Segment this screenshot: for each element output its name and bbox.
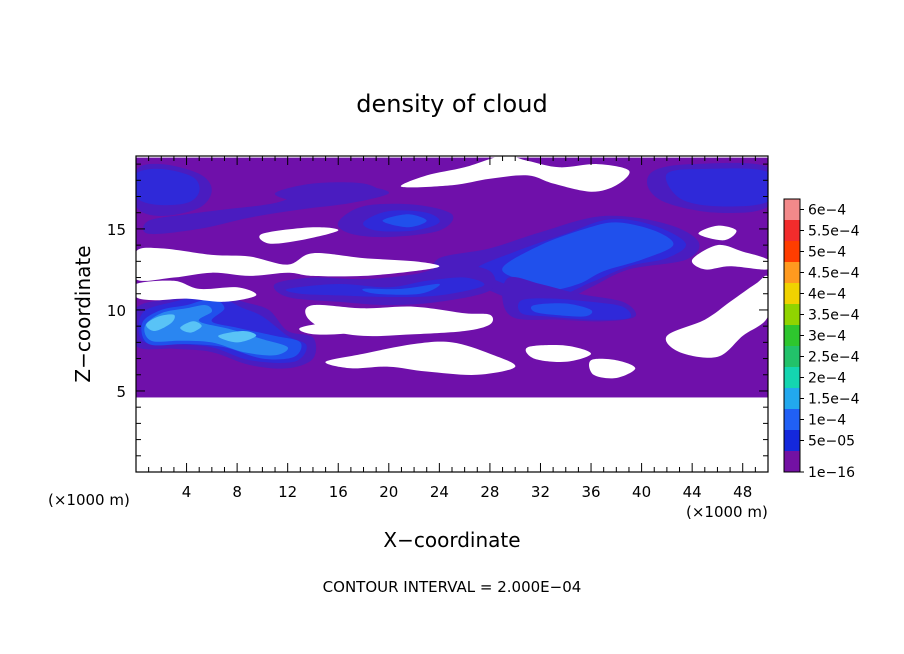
x-unit-right: (×1000 m): [686, 503, 768, 521]
colorbar-label: 4.5e−4: [808, 266, 860, 282]
y-tick-label: 15: [107, 221, 126, 239]
density-region-l3-17: [362, 283, 440, 295]
plot-area: [136, 156, 768, 472]
colorbar-swatch: [784, 199, 800, 221]
x-tick-label: 16: [329, 483, 348, 501]
colorbar-label: 2e−4: [808, 371, 846, 387]
colorbar-label: 3e−4: [808, 329, 846, 345]
y-tick-label: 10: [107, 302, 126, 320]
x-axis-ticks: 4 8 12 16 20 24 28 32 36 40 44 48: [135, 156, 769, 501]
colorbar-label: 6e−4: [808, 203, 846, 219]
density-region-l5-22: [146, 314, 175, 332]
x-tick-label: 40: [632, 483, 651, 501]
clear-region-10: [259, 227, 339, 244]
colorbar-label: 5e−4: [808, 245, 846, 261]
colorbar-swatch: [784, 430, 800, 452]
x-tick-label: 20: [379, 483, 398, 501]
density-region-l2-1: [136, 168, 200, 206]
density-region-l4-21: [144, 305, 289, 356]
x-tick-label: 12: [278, 483, 297, 501]
x-tick-label: 44: [683, 483, 702, 501]
colorbar-swatch: [784, 388, 800, 410]
colorbar: 6e−4 5.5e−4 5e−4 4.5e−4 4e−4 3.5e−4 3e−4 2.5e−4…: [783, 198, 860, 481]
colorbar-label: 4e−4: [808, 287, 846, 303]
clear-region-8: [698, 225, 737, 241]
colorbar-label: 1e−4: [808, 413, 846, 429]
density-region-l1-5: [274, 182, 383, 202]
clear-sky-regions: [136, 156, 768, 379]
clear-region-11: [299, 320, 364, 335]
chart-title: density of cloud: [356, 90, 547, 118]
colorbar-swatch: [784, 451, 800, 473]
contour-interval-note: CONTOUR INTERVAL = 2.000E−04: [323, 578, 582, 596]
colorbar-swatch: [784, 346, 800, 368]
clear-region-3: [325, 341, 516, 375]
x-axis-label: X−coordinate: [383, 528, 520, 552]
clear-region-4: [525, 345, 591, 363]
clear-region-5: [589, 358, 636, 379]
density-region-l3-14: [530, 303, 593, 317]
colorbar-swatch: [784, 241, 800, 263]
density-region-l3-11: [502, 222, 674, 291]
colorbar-label: 5.5e−4: [808, 224, 860, 240]
x-tick-label: 32: [531, 483, 550, 501]
density-region-l3-8: [382, 214, 427, 228]
density-region-l5-24: [218, 331, 257, 343]
clear-region-0: [136, 247, 440, 281]
colorbar-label: 1e−16: [808, 465, 855, 481]
colorbar-label: 5e−05: [808, 434, 855, 450]
clear-region-6: [665, 275, 768, 358]
x-tick-label: 8: [232, 483, 242, 501]
colorbar-label: 2.5e−4: [808, 350, 860, 366]
density-region-l2-3: [665, 168, 768, 207]
colorbar-swatch: [784, 325, 800, 347]
x-tick-label: 28: [480, 483, 499, 501]
x-tick-label: 4: [182, 483, 192, 501]
clear-region-7: [691, 244, 768, 270]
x-tick-label: 24: [430, 483, 449, 501]
colorbar-swatch: [784, 262, 800, 284]
y-tick-label: 5: [116, 383, 126, 401]
density-contours: [136, 162, 768, 369]
clear-region-9: [400, 156, 630, 192]
density-region-l5-23: [180, 321, 202, 333]
colorbar-swatch: [784, 367, 800, 389]
colorbar-swatch: [784, 283, 800, 305]
y-axis-label: Z−coordinate: [71, 245, 95, 382]
colorbar-label: 3.5e−4: [808, 308, 860, 324]
density-region-l2-16: [285, 277, 485, 298]
colorbar-swatch: [784, 220, 800, 242]
colorbar-swatch: [784, 409, 800, 431]
y-axis-ticks: 5 10 15: [107, 163, 768, 457]
x-tick-label: 36: [581, 483, 600, 501]
x-tick-label: 48: [733, 483, 752, 501]
colorbar-swatch: [784, 304, 800, 326]
clear-region-1: [136, 280, 257, 302]
colorbar-label: 1.5e−4: [808, 392, 860, 408]
x-unit-left: (×1000 m): [48, 491, 130, 509]
